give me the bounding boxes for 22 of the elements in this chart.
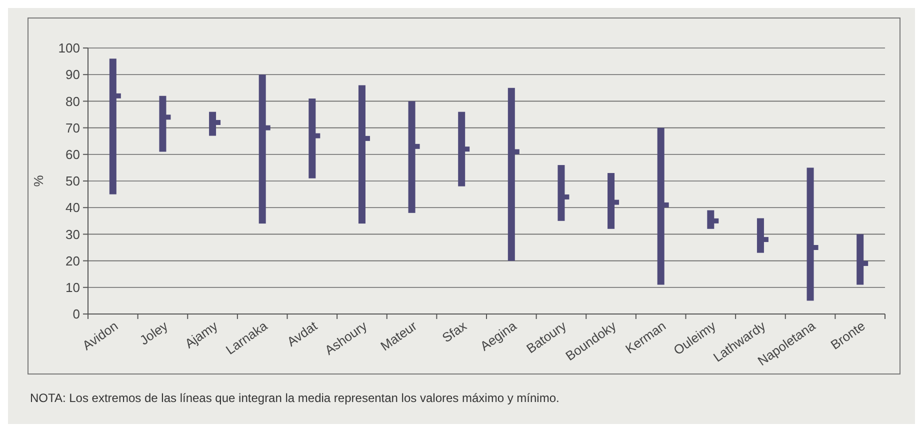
x-tick-label: Joley	[136, 318, 171, 348]
y-tick-label: 0	[72, 306, 80, 322]
bar	[159, 96, 166, 152]
y-tick-label: 90	[66, 67, 80, 82]
bar	[209, 112, 216, 136]
y-tick-label: 50	[66, 174, 80, 189]
y-tick-label: 60	[66, 146, 80, 162]
bar	[608, 173, 615, 229]
bar	[458, 112, 466, 186]
y-axis-title: %	[31, 174, 46, 187]
y-tick-label: 80	[66, 94, 80, 109]
y-tick-label: 40	[66, 200, 80, 216]
y-tick-label: 20	[66, 253, 80, 268]
bar	[558, 165, 565, 221]
y-tick-label: 70	[66, 120, 80, 136]
y-tick-label: 100	[58, 40, 80, 56]
y-tick-label: 10	[66, 280, 80, 295]
bar	[856, 234, 864, 285]
bar	[308, 98, 316, 178]
y-tick-label: 30	[66, 226, 80, 242]
x-tick-label: Sfax	[439, 318, 470, 346]
text: NOTA: Los extremos de las líneas que integran la media representan los valores máximo y mínimo.	[30, 391, 560, 405]
